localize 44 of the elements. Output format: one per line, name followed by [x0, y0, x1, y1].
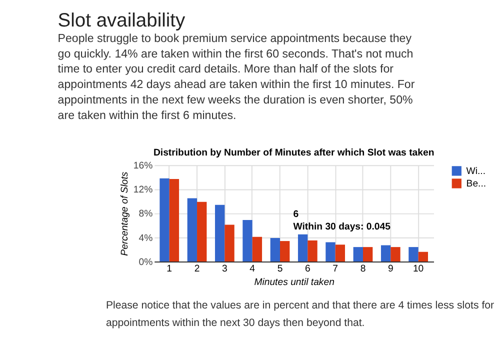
x-tick-label: 7 — [332, 264, 338, 275]
chart-subtitle: People struggle to book premium service appointments because they go quickly. 14% are taken within the first 60 seconds. That's not much time to enter you credit card details. More than half of the slots for appointments 42 days ahead are taken within the first 10 minutes. For appointments in the next few weeks the duration is even shorter, 50% are taken within the first 6 minutes. — [58, 32, 415, 122]
x-tick-label: 8 — [360, 264, 366, 275]
bar — [362, 247, 373, 262]
bar — [224, 224, 234, 262]
bar — [380, 245, 391, 262]
bar — [326, 242, 336, 262]
bar — [252, 236, 262, 262]
bar — [215, 204, 225, 262]
bar — [187, 198, 198, 262]
annotation: 6 Within 30 days: 0.045 — [293, 209, 392, 233]
x-tick-label: 3 — [222, 264, 228, 275]
legend-label: Be... — [466, 178, 486, 190]
bar — [335, 244, 346, 262]
x-tick-label: 4 — [250, 264, 256, 275]
x-tick-label: 5 — [277, 264, 283, 275]
bar — [353, 247, 363, 262]
bar — [242, 220, 252, 262]
bar — [197, 202, 207, 262]
bar — [270, 238, 280, 262]
bar — [169, 179, 180, 262]
y-tick-label: 4% — [138, 232, 154, 244]
bar — [308, 240, 318, 262]
bar — [390, 247, 400, 262]
bar — [280, 241, 290, 262]
x-tick-label: 2 — [194, 264, 200, 275]
bar — [408, 247, 418, 262]
y-tick-label: 12% — [133, 184, 154, 196]
x-tick-label: 9 — [388, 264, 394, 275]
x-tick-label: 1 — [166, 264, 172, 275]
legend-label: Wi... — [466, 166, 486, 177]
bar — [160, 178, 170, 262]
text: Please notice that the values are in percent and that there are 4 times less slots for appointments within the next 30 days then beyond that. — [106, 300, 495, 330]
y-tick-label: 8% — [138, 208, 154, 220]
x-tick-label: 6 — [304, 264, 310, 275]
bar — [298, 234, 308, 262]
y-tick-label: 0% — [138, 256, 154, 268]
chart-title: Slot availability — [58, 10, 186, 32]
bar — [418, 252, 428, 262]
x-axis-title: Minutes until taken — [254, 277, 334, 288]
text: Distribution by Number of Minutes after which Slot was taken — [153, 148, 434, 159]
y-tick-label: 16% — [133, 160, 154, 172]
y-axis-title: Percentage of Slots — [120, 172, 131, 256]
x-tick-label: 10 — [412, 264, 424, 275]
